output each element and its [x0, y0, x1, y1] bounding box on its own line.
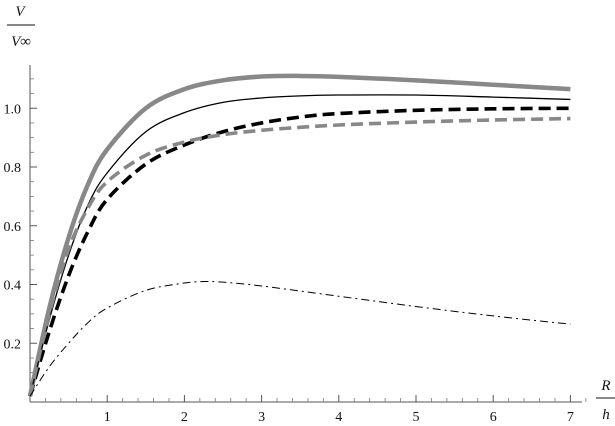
y-tick-label-0.8: 0.8 — [4, 161, 22, 176]
y-tick-label-0.6: 0.6 — [4, 220, 22, 235]
ticks — [30, 78, 587, 402]
x-tick-label-2: 2 — [181, 410, 188, 425]
x-axis-label-denominator: h — [602, 407, 610, 423]
series-line-thin-black-solid — [29, 94, 571, 397]
x-tick-label-1: 1 — [104, 410, 111, 425]
x-tick-label-4: 4 — [335, 410, 342, 425]
x-tick-label-3: 3 — [258, 410, 265, 425]
x-tick-label-6: 6 — [490, 410, 497, 425]
series-layer — [27, 73, 571, 397]
x-tick-label-7: 7 — [567, 410, 574, 425]
axes — [29, 65, 582, 403]
tick-labels: 1 2 3 4 5 6 7 0.2 0.4 0.6 0.8 1.0 — [4, 102, 574, 425]
series-line-thick-black-dashed — [28, 106, 571, 397]
y-tick-label-1: 1.0 — [4, 102, 22, 117]
series-line-thin-black-dashdot — [29, 280, 571, 397]
x-axis-label: R h — [596, 378, 615, 423]
y-axis-label-denominator: V∞ — [11, 34, 31, 50]
series-line-thick-gray-dashed — [28, 116, 571, 397]
y-axis-label: V V∞ — [7, 4, 35, 50]
x-axis-label-numerator: R — [600, 378, 610, 394]
y-tick-label-0.2: 0.2 — [4, 337, 22, 352]
series-line-thick-gray-solid — [27, 73, 571, 397]
x-tick-label-5: 5 — [413, 410, 420, 425]
y-axis-label-numerator: V — [15, 4, 26, 20]
y-tick-label-0.4: 0.4 — [4, 279, 22, 294]
